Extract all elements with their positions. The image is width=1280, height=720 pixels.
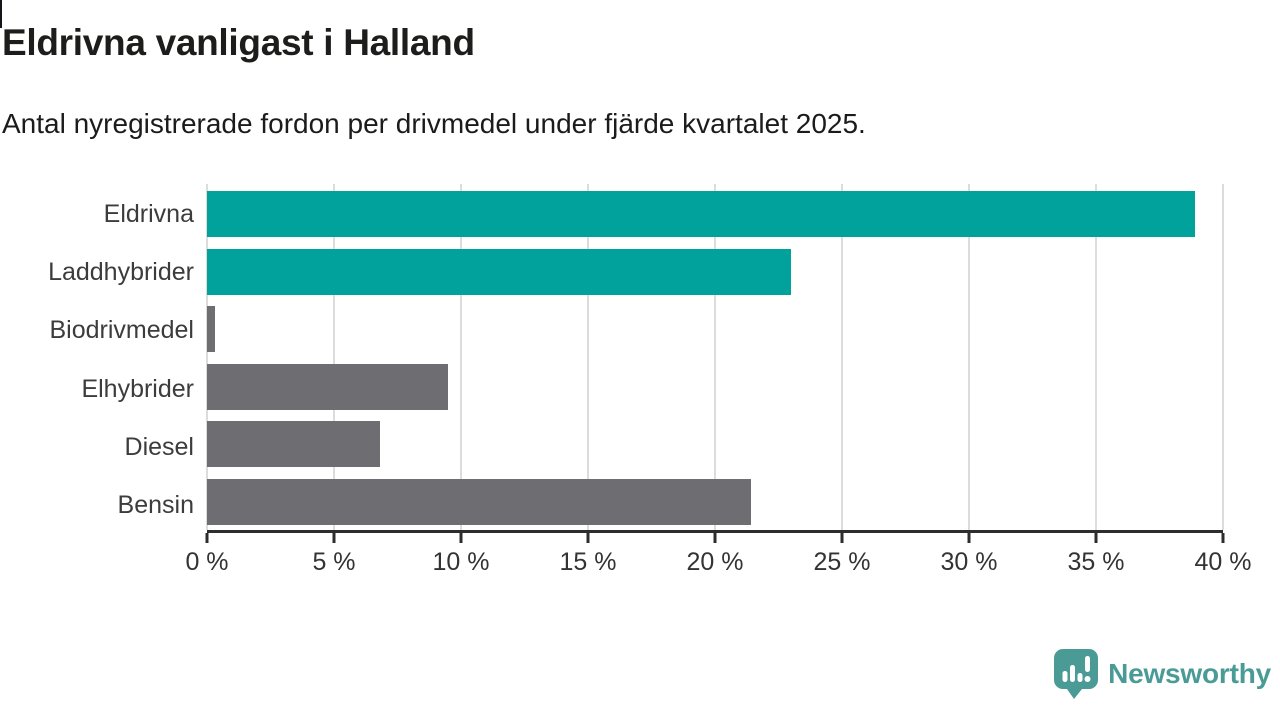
gridline xyxy=(1095,184,1097,530)
gridline xyxy=(1222,184,1224,530)
category-label: Eldrivna xyxy=(103,200,194,228)
gridline xyxy=(206,184,208,530)
bar-laddhybrider xyxy=(207,248,792,295)
x-axis-tick xyxy=(1094,533,1098,543)
x-axis-tick xyxy=(205,533,209,543)
newsworthy-logo-text: Newsworthy xyxy=(1108,658,1271,689)
x-axis-tick xyxy=(332,533,336,543)
x-axis-tick-label: 10 % xyxy=(432,548,490,576)
branding: Newsworthy xyxy=(1053,648,1271,700)
category-labels: Eldrivna Laddhybrider Biodrivmedel Elhybrid… xyxy=(0,184,194,533)
gridline xyxy=(333,184,335,530)
corner-mark xyxy=(0,0,2,28)
x-axis-tick-label: 35 % xyxy=(1067,548,1125,576)
gridline xyxy=(587,184,589,530)
gridline xyxy=(460,184,462,530)
chart-title: Eldrivna vanligast i Halland xyxy=(2,22,475,63)
x-axis-tick xyxy=(586,533,590,543)
bar-biodrivmedel xyxy=(207,306,215,353)
x-axis-tick xyxy=(459,533,463,543)
bar-eldrivna xyxy=(207,191,1196,237)
gridline xyxy=(714,184,716,530)
x-axis-tick-label: 15 % xyxy=(559,548,617,576)
bars xyxy=(207,184,1223,530)
x-axis-tick-label: 5 % xyxy=(312,548,356,576)
bar-elhybrider xyxy=(207,363,449,410)
x-axis-tick xyxy=(1221,533,1225,543)
category-label: Biodrivmedel xyxy=(49,316,194,345)
gridline xyxy=(968,184,970,530)
newsworthy-logo-icon xyxy=(1054,649,1099,699)
x-axis-tick-label: 25 % xyxy=(813,548,871,576)
x-axis-tick xyxy=(713,533,717,543)
x-axis-tick-label: 20 % xyxy=(686,548,744,576)
category-label: Elhybrider xyxy=(81,374,194,403)
x-axis-tick-labels: 0 % 5 % 10 % 15 % 20 % 25 % 30 % 35 % 40 % xyxy=(185,548,1251,580)
chart-subtitle: Antal nyregistrerade fordon per drivmede… xyxy=(2,108,866,139)
x-axis-tick-label: 30 % xyxy=(940,548,998,576)
category-label: Diesel xyxy=(124,432,194,461)
x-axis-tick xyxy=(840,533,844,543)
category-label: Laddhybrider xyxy=(48,258,194,287)
plot-area xyxy=(205,184,1225,543)
category-label: Bensin xyxy=(117,490,194,519)
bar-bensin xyxy=(207,478,751,525)
x-axis-tick xyxy=(967,533,971,543)
gridline xyxy=(841,184,843,530)
bar-diesel xyxy=(207,421,380,468)
x-axis-tick-label: 0 % xyxy=(185,548,229,576)
x-axis-tick-label: 40 % xyxy=(1194,548,1252,576)
